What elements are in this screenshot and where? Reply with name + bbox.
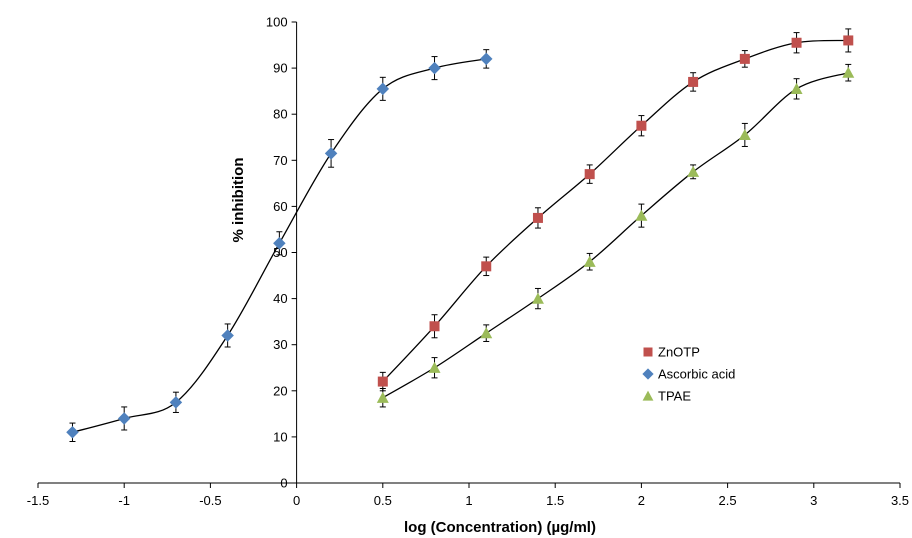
x-tick-label: 0.5 (374, 493, 392, 508)
data-point-tpae (687, 165, 700, 177)
x-axis-title: log (Concentration) (µg/ml) (404, 519, 596, 536)
data-point-ascorbic-acid (117, 412, 131, 425)
legend-marker (642, 390, 654, 401)
legend: ZnOTP Ascorbic acid TPAE (642, 345, 735, 404)
legend-marker (642, 368, 654, 380)
legend-marker (643, 347, 653, 357)
data-point-tpae (842, 66, 855, 78)
data-point-ascorbic-acid (169, 396, 183, 409)
data-point-ascorbic-acid (66, 426, 79, 439)
trend-curve-znotp (382, 39, 849, 383)
y-tick-label: 70 (273, 153, 287, 168)
x-tick-label: 0 (293, 493, 300, 508)
axes: -1.5 -1 -0.5 0 0.5 1 1.5 2 2.5 3 3.501020304050607… (27, 15, 909, 509)
data-point-znotp (739, 53, 750, 64)
x-tick-label: -0.5 (199, 493, 221, 508)
data-point-znotp (481, 261, 492, 272)
data-point-znotp (377, 376, 388, 387)
y-tick-label: 90 (273, 61, 287, 76)
legend-label: TPAE (658, 389, 691, 404)
x-tick-label: -1 (118, 493, 130, 508)
data-point-ascorbic-acid (376, 82, 390, 96)
data-point-tpae (738, 128, 751, 141)
data-point-znotp (688, 76, 699, 87)
x-tick-label: 1.5 (546, 493, 564, 508)
data-point-ascorbic-acid (324, 147, 338, 160)
y-tick-label: 80 (273, 107, 287, 122)
x-tick-label: 3 (810, 493, 817, 508)
data-point-ascorbic-acid (221, 329, 234, 342)
data-marks (66, 28, 855, 443)
y-tick-label: 20 (273, 383, 287, 398)
data-point-tpae (531, 292, 544, 304)
y-tick-label: 0 (280, 476, 287, 491)
y-tick-label: 40 (273, 291, 287, 306)
x-tick-label: 3.5 (891, 493, 909, 508)
data-point-znotp (636, 120, 647, 131)
x-tick-label: 1 (465, 493, 472, 508)
data-point-znotp (843, 35, 854, 46)
data-point-ascorbic-acid (428, 61, 441, 75)
y-tick-label: 60 (273, 199, 287, 214)
data-point-ascorbic-acid (273, 237, 286, 250)
legend-label: ZnOTP (658, 345, 700, 360)
x-tick-label: -1.5 (27, 493, 49, 508)
data-point-tpae (376, 391, 389, 403)
data-point-znotp (584, 169, 595, 180)
y-tick-label: 30 (273, 337, 287, 352)
legend-label: Ascorbic acid (658, 367, 735, 382)
y-tick-label: 10 (273, 429, 287, 444)
data-point-znotp (429, 321, 440, 332)
data-point-tpae (480, 327, 493, 339)
data-point-tpae (790, 82, 803, 94)
data-point-tpae (583, 255, 596, 267)
x-tick-label: 2 (638, 493, 645, 508)
x-tick-label: 2.5 (719, 493, 737, 508)
trend-curve-tpae (382, 72, 849, 399)
data-point-znotp (532, 212, 543, 223)
y-axis-title: % inhibition (230, 158, 247, 243)
data-point-ascorbic-acid (479, 52, 493, 66)
data-point-tpae (428, 361, 441, 373)
y-tick-label: 100 (266, 15, 288, 30)
data-point-tpae (635, 209, 648, 221)
data-point-znotp (791, 37, 802, 48)
